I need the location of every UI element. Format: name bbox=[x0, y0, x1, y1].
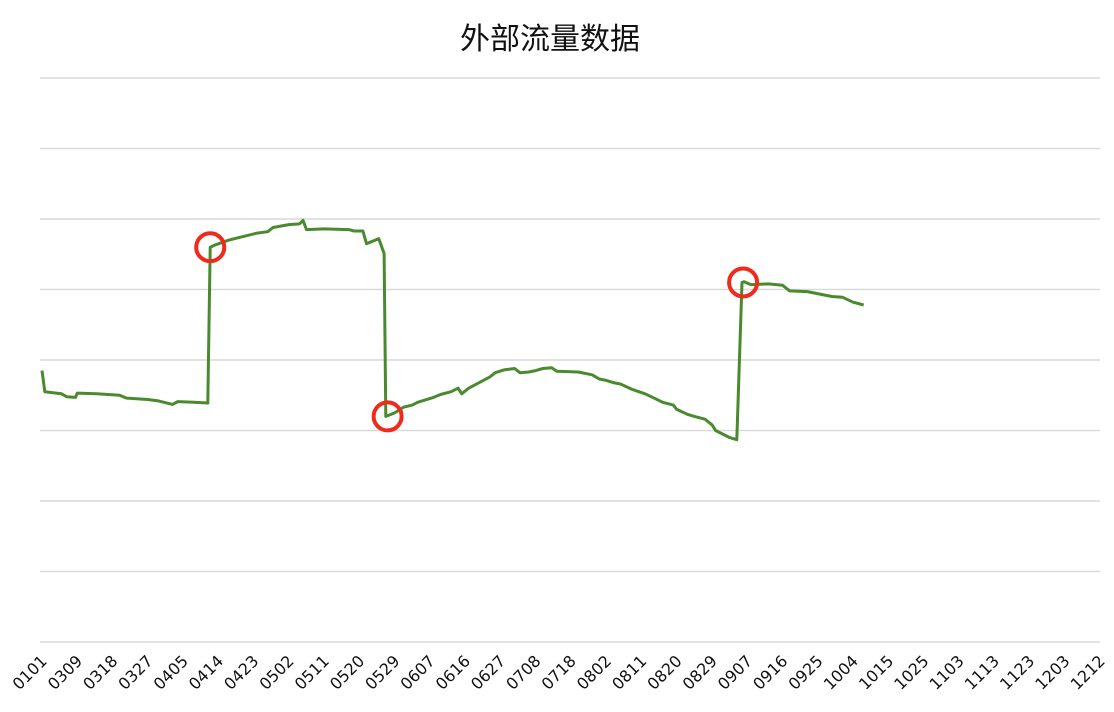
x-tick-label: 0405 bbox=[150, 651, 192, 693]
x-tick-label: 1113 bbox=[961, 651, 1003, 693]
x-tick-label: 0925 bbox=[784, 651, 826, 693]
x-tick-label: 0820 bbox=[643, 651, 685, 693]
highlight-circle-2 bbox=[371, 400, 404, 433]
x-tick-label: 0708 bbox=[502, 651, 544, 693]
x-tick-label: 1212 bbox=[1067, 651, 1109, 693]
x-tick-label: 0627 bbox=[467, 651, 509, 693]
x-tick-label: 1015 bbox=[855, 651, 897, 693]
x-tick-label: 0101 bbox=[9, 651, 51, 693]
x-tick-label: 0616 bbox=[432, 651, 474, 693]
x-tick-label: 0309 bbox=[44, 651, 86, 693]
x-tick-label: 0916 bbox=[749, 651, 791, 693]
x-tick-label: 1203 bbox=[1031, 651, 1073, 693]
x-tick-label: 1103 bbox=[926, 651, 968, 693]
x-tick-label: 0511 bbox=[291, 651, 333, 693]
x-tick-label: 1123 bbox=[996, 651, 1038, 693]
x-tick-label: 0414 bbox=[185, 651, 227, 693]
x-tick-label: 0811 bbox=[608, 651, 650, 693]
x-tick-label: 0520 bbox=[326, 651, 368, 693]
x-tick-label: 1025 bbox=[890, 651, 932, 693]
x-tick-label: 0607 bbox=[397, 651, 439, 693]
x-tick-label: 0802 bbox=[573, 651, 615, 693]
highlight-markers bbox=[194, 231, 760, 433]
x-tick-label: 0318 bbox=[79, 651, 121, 693]
x-tick-label: 0529 bbox=[361, 651, 403, 693]
x-tick-label: 0327 bbox=[114, 651, 156, 693]
x-tick-label: 0502 bbox=[255, 651, 297, 693]
chart-title: 外部流量数据 bbox=[460, 22, 640, 57]
x-tick-label: 0829 bbox=[679, 651, 721, 693]
x-tick-label: 0423 bbox=[220, 651, 262, 693]
highlight-circle-1 bbox=[194, 231, 227, 264]
series-lines bbox=[40, 218, 865, 442]
x-axis-tick-labels: 0101030903180327040504140423050205110520… bbox=[9, 651, 1109, 693]
grid-lines bbox=[40, 77, 1100, 643]
x-tick-label: 0907 bbox=[714, 651, 756, 693]
x-tick-label: 0718 bbox=[538, 651, 580, 693]
x-tick-label: 1004 bbox=[820, 651, 862, 693]
series-line-0 bbox=[40, 218, 865, 442]
highlight-circle-3 bbox=[727, 266, 760, 299]
